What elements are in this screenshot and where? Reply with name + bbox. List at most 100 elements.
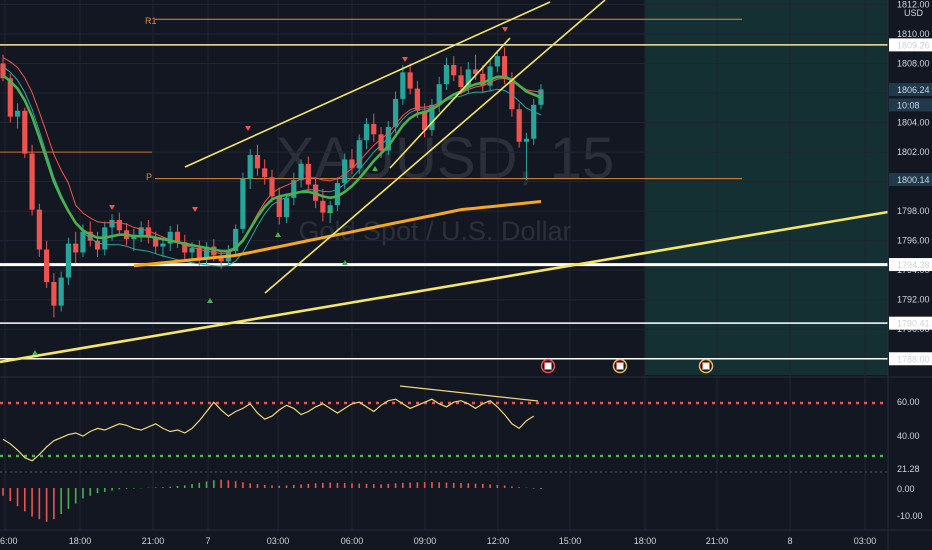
candle-body[interactable] bbox=[29, 153, 35, 210]
candle[interactable] bbox=[51, 273, 57, 318]
candle-body[interactable] bbox=[269, 177, 275, 197]
candle[interactable] bbox=[356, 134, 362, 175]
candle[interactable] bbox=[269, 169, 275, 203]
candle[interactable] bbox=[451, 56, 457, 82]
candle[interactable] bbox=[371, 113, 377, 142]
candle[interactable] bbox=[494, 50, 500, 73]
candle-body[interactable] bbox=[531, 104, 537, 139]
candle-body[interactable] bbox=[392, 98, 399, 127]
candle-body[interactable] bbox=[356, 140, 362, 169]
candle[interactable] bbox=[44, 240, 50, 288]
candle[interactable] bbox=[414, 81, 420, 119]
candle[interactable] bbox=[298, 159, 304, 188]
rsi-pane[interactable]: 60.00 40.00 21.28 0.00 -10.00 bbox=[0, 385, 923, 521]
candle-body[interactable] bbox=[36, 209, 42, 250]
candle[interactable] bbox=[262, 159, 268, 185]
histogram-pane[interactable] bbox=[2, 479, 542, 522]
candle-body[interactable] bbox=[240, 178, 246, 229]
candle-body[interactable] bbox=[94, 240, 101, 250]
candle[interactable] bbox=[233, 224, 239, 256]
candle[interactable] bbox=[138, 221, 144, 243]
candle-body[interactable] bbox=[65, 243, 72, 278]
candle-body[interactable] bbox=[109, 219, 115, 228]
candle[interactable] bbox=[36, 203, 42, 257]
candle-body[interactable] bbox=[385, 126, 391, 151]
candle[interactable] bbox=[58, 271, 64, 312]
candle[interactable] bbox=[305, 156, 311, 192]
candle[interactable] bbox=[182, 234, 188, 260]
candle-body[interactable] bbox=[291, 180, 297, 198]
candle-body[interactable] bbox=[174, 231, 181, 243]
candle[interactable] bbox=[73, 231, 79, 263]
candle[interactable] bbox=[276, 187, 282, 225]
candle-body[interactable] bbox=[145, 227, 151, 238]
candle[interactable] bbox=[160, 237, 166, 257]
candle-body[interactable] bbox=[138, 227, 144, 235]
trendline-3[interactable] bbox=[389, 37, 511, 169]
candle-body[interactable] bbox=[334, 183, 341, 206]
candle-body[interactable] bbox=[182, 242, 188, 253]
trendlines[interactable] bbox=[0, 0, 889, 364]
candle[interactable] bbox=[167, 225, 173, 251]
candles[interactable] bbox=[0, 47, 544, 318]
candle[interactable] bbox=[334, 177, 341, 212]
candle[interactable] bbox=[196, 240, 202, 266]
candle[interactable] bbox=[400, 64, 406, 105]
candle-body[interactable] bbox=[87, 231, 93, 241]
candle[interactable] bbox=[14, 103, 21, 129]
candle-body[interactable] bbox=[247, 155, 253, 179]
candle-body[interactable] bbox=[14, 110, 21, 117]
candle-body[interactable] bbox=[276, 196, 282, 218]
candle-body[interactable] bbox=[189, 248, 195, 253]
candle-body[interactable] bbox=[44, 249, 50, 282]
candle-body[interactable] bbox=[472, 69, 479, 74]
candle[interactable] bbox=[254, 144, 261, 176]
candle[interactable] bbox=[407, 63, 413, 95]
candle[interactable] bbox=[145, 219, 151, 244]
candle-body[interactable] bbox=[320, 200, 326, 213]
candle[interactable] bbox=[523, 132, 530, 181]
candle-body[interactable] bbox=[160, 243, 166, 247]
candle-body[interactable] bbox=[451, 64, 457, 76]
candle-body[interactable] bbox=[378, 134, 384, 151]
candle-body[interactable] bbox=[516, 109, 522, 142]
candle[interactable] bbox=[240, 172, 246, 234]
candle[interactable] bbox=[203, 242, 210, 265]
candle-body[interactable] bbox=[262, 168, 268, 178]
candle-body[interactable] bbox=[414, 88, 420, 111]
candle[interactable] bbox=[116, 212, 122, 237]
candle-body[interactable] bbox=[167, 231, 173, 244]
candle-body[interactable] bbox=[371, 124, 377, 135]
candle-body[interactable] bbox=[480, 73, 486, 86]
candle[interactable] bbox=[363, 118, 370, 150]
candle[interactable] bbox=[392, 91, 399, 133]
candle-body[interactable] bbox=[523, 138, 530, 142]
candle[interactable] bbox=[94, 231, 101, 257]
candle-body[interactable] bbox=[494, 56, 500, 67]
candle-body[interactable] bbox=[283, 197, 290, 218]
candle-body[interactable] bbox=[443, 64, 450, 85]
candle[interactable] bbox=[153, 231, 159, 254]
candle-body[interactable] bbox=[305, 163, 311, 185]
candle[interactable] bbox=[283, 193, 290, 223]
candle[interactable] bbox=[29, 144, 35, 216]
candle-body[interactable] bbox=[422, 110, 428, 130]
candle[interactable] bbox=[531, 98, 537, 145]
candle[interactable] bbox=[65, 237, 72, 285]
candle-body[interactable] bbox=[233, 228, 239, 251]
candle-body[interactable] bbox=[465, 69, 471, 88]
candle-body[interactable] bbox=[7, 78, 13, 117]
candle-body[interactable] bbox=[203, 246, 210, 259]
candle-body[interactable] bbox=[73, 243, 79, 253]
candle-body[interactable] bbox=[509, 78, 515, 110]
candle[interactable] bbox=[22, 107, 28, 158]
candle[interactable] bbox=[487, 59, 493, 92]
trendline-0[interactable] bbox=[0, 210, 889, 364]
candle-body[interactable] bbox=[116, 219, 122, 231]
trendline-1[interactable] bbox=[184, 1, 551, 168]
candle-body[interactable] bbox=[196, 248, 202, 259]
trendline-2[interactable] bbox=[264, 0, 606, 294]
candle-body[interactable] bbox=[298, 163, 304, 181]
candle[interactable] bbox=[349, 149, 355, 175]
